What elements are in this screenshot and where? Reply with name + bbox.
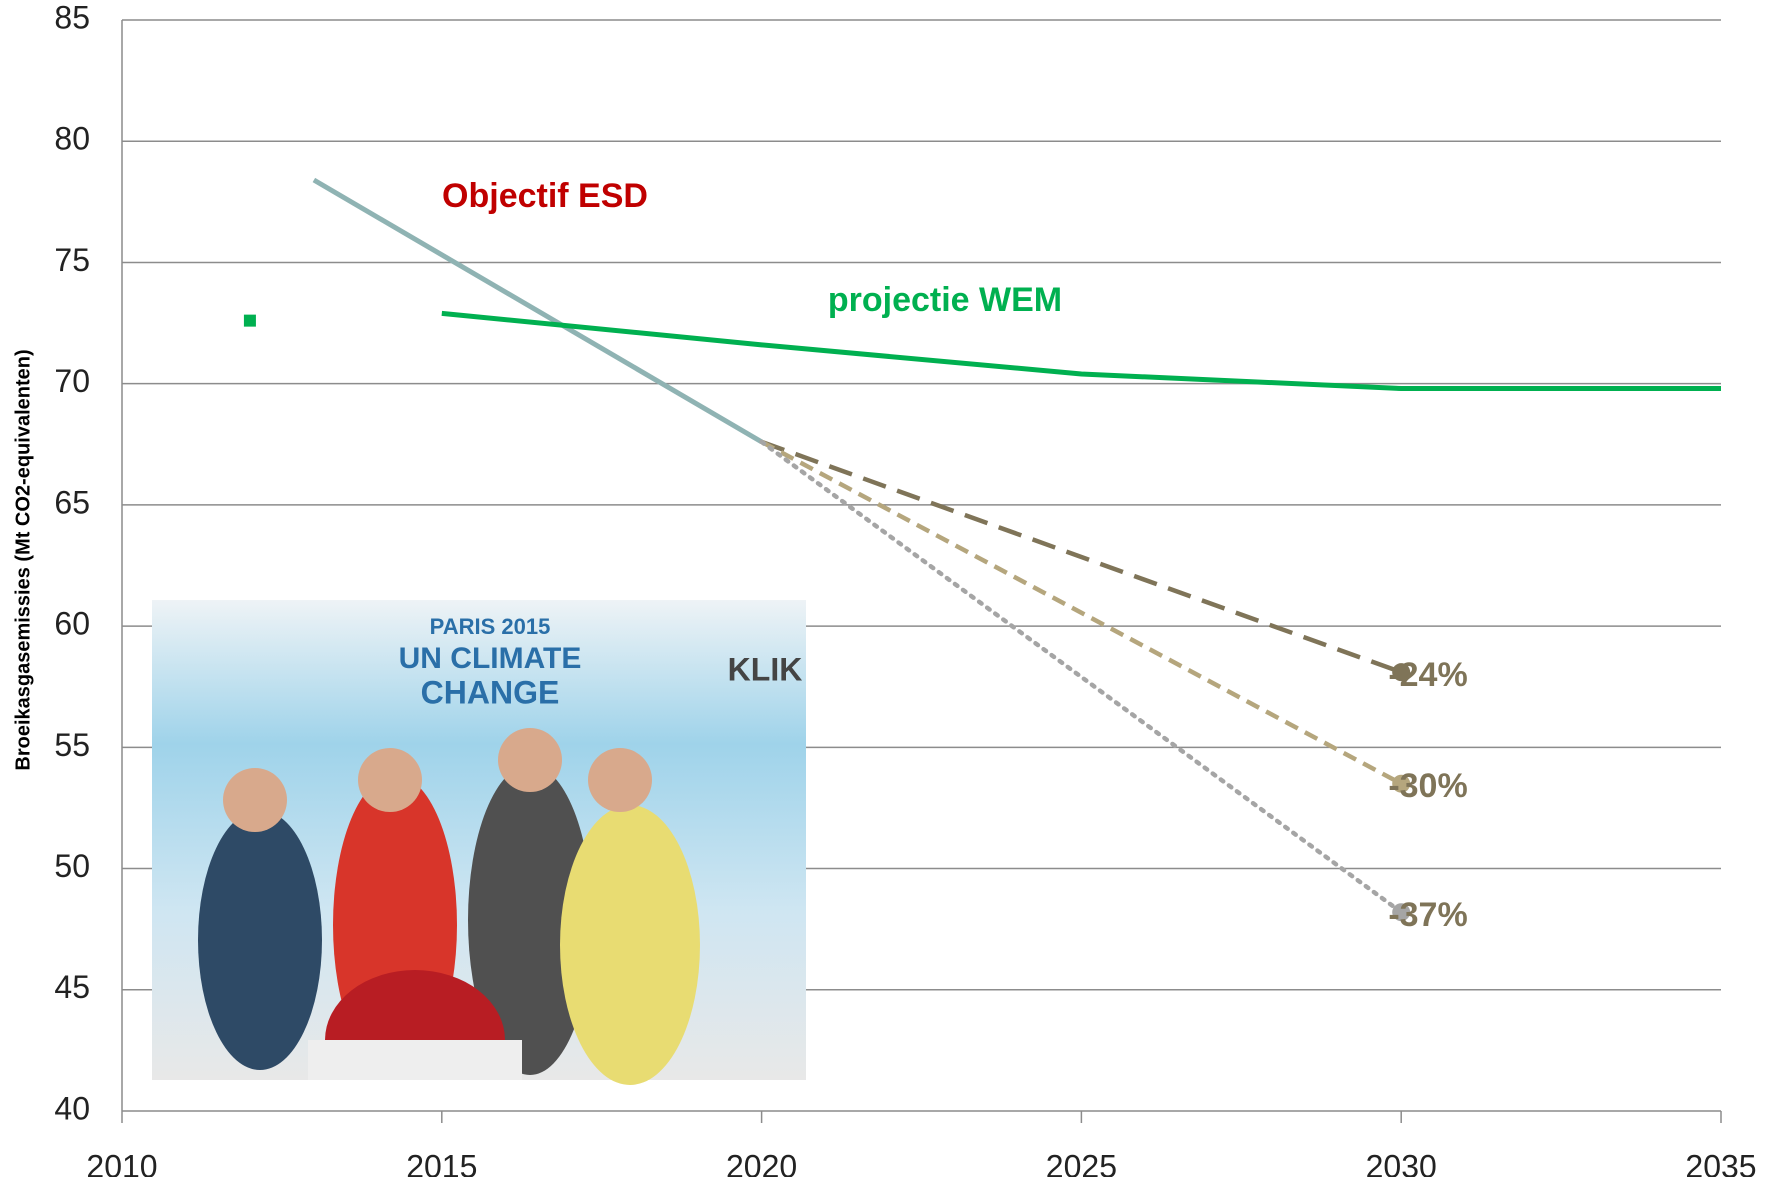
- series-label: projectie WEM: [828, 281, 1062, 319]
- head: [498, 728, 562, 792]
- series-label: -30%: [1388, 767, 1467, 805]
- series-line: [759, 439, 1404, 915]
- series-label: -24%: [1388, 656, 1467, 694]
- y-tick-label: 85: [54, 0, 90, 35]
- head: [588, 748, 652, 812]
- point-marker: [243, 314, 256, 327]
- end-marker: [1392, 903, 1411, 922]
- end-marker: [1392, 663, 1411, 682]
- y-tick-label: 40: [54, 1090, 90, 1126]
- person: [560, 805, 700, 1085]
- photo-text: UN CLIMATE: [399, 642, 582, 675]
- person: [198, 810, 322, 1070]
- series-line: [760, 439, 1402, 675]
- y-tick-label: 60: [54, 606, 90, 642]
- x-tick-label: 2015: [406, 1148, 477, 1177]
- x-tick-label: 2025: [1046, 1148, 1117, 1177]
- y-tick-label: 80: [54, 121, 90, 157]
- x-tick-label: 2010: [86, 1148, 157, 1177]
- end-marker: [1392, 774, 1411, 793]
- button-base: [308, 1040, 522, 1080]
- head: [223, 768, 287, 832]
- y-tick-label: 70: [54, 363, 90, 399]
- person: [468, 765, 592, 1075]
- y-tick-label: 75: [54, 242, 90, 278]
- series-label: Objectif ESD: [442, 177, 648, 215]
- red-button: [325, 970, 505, 1040]
- series-label: -37%: [1388, 896, 1467, 934]
- series-line: [312, 177, 763, 445]
- series-line: [760, 439, 1403, 786]
- photo-text: PARIS 2015: [430, 614, 551, 639]
- x-tick-label: 2020: [726, 1148, 797, 1177]
- y-tick-label: 65: [54, 484, 90, 520]
- head: [358, 748, 422, 812]
- y-axis-label: Broeikasgasemissies (Mt CO2-equivalenten…: [12, 349, 34, 770]
- y-tick-label: 45: [54, 969, 90, 1005]
- series-line: [441, 310, 1721, 392]
- photo-text: CHANGE: [421, 674, 560, 710]
- x-tick-label: 2035: [1685, 1148, 1756, 1177]
- x-tick-label: 2030: [1366, 1148, 1437, 1177]
- photo-text: KLIK: [728, 651, 803, 687]
- y-tick-label: 50: [54, 848, 90, 884]
- y-tick-label: 55: [54, 727, 90, 763]
